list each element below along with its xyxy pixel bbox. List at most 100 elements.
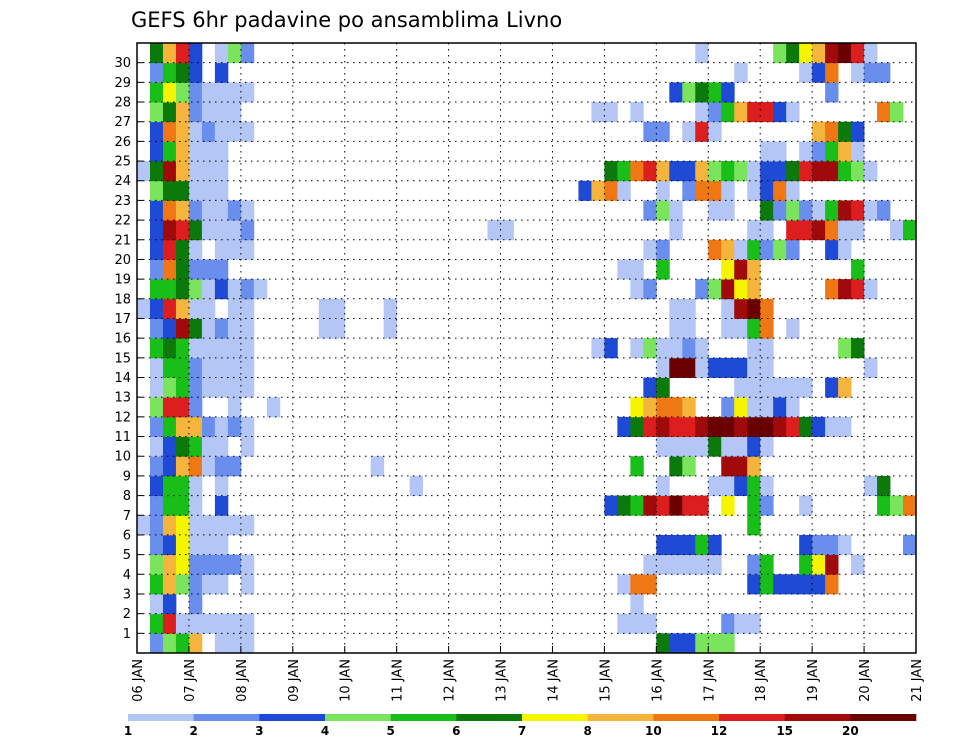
heatmap-cell	[149, 121, 164, 142]
heatmap-cell	[227, 102, 242, 123]
colorbar-swatch	[587, 714, 654, 721]
heatmap-cell	[643, 239, 657, 260]
heatmap-cell	[175, 613, 190, 634]
heatmap-cell	[695, 436, 709, 457]
x-tick-label: 17 JAN	[702, 659, 717, 702]
heatmap-cell	[188, 633, 203, 654]
heatmap-cell	[747, 436, 761, 457]
heatmap-cell	[825, 43, 839, 64]
heatmap-cell	[214, 534, 229, 556]
heatmap-cell	[721, 239, 735, 260]
heatmap-cell	[201, 515, 216, 536]
heatmap-cell	[903, 534, 917, 556]
heatmap-cell	[175, 239, 190, 260]
heatmap-cell	[201, 534, 216, 556]
heatmap-cell	[682, 495, 696, 516]
heatmap-cell	[240, 239, 255, 260]
colorbar-label: 7	[518, 724, 526, 738]
heatmap-cell	[162, 82, 177, 103]
heatmap-cell	[175, 515, 190, 536]
heatmap-cell	[747, 279, 761, 300]
heatmap-cell	[747, 102, 761, 123]
heatmap-cell	[734, 239, 748, 260]
heatmap-cell	[747, 220, 761, 241]
heatmap-cell	[721, 161, 735, 182]
heatmap-cell	[708, 200, 722, 221]
heatmap-cell	[227, 279, 242, 300]
y-tick-label: 27	[114, 115, 131, 130]
heatmap-cell	[760, 239, 774, 260]
heatmap-cell	[799, 161, 813, 182]
heatmap-cell	[851, 62, 865, 83]
heatmap-cell	[201, 298, 216, 319]
heatmap-cell	[760, 180, 774, 201]
heatmap-cell	[149, 515, 164, 536]
heatmap-cell	[747, 475, 761, 496]
heatmap-cell	[669, 220, 683, 241]
heatmap-cell	[175, 298, 190, 319]
y-tick-label: 2	[123, 607, 131, 622]
heatmap-cell	[747, 554, 761, 575]
heatmap-cell	[864, 62, 878, 83]
heatmap-cell	[786, 200, 800, 221]
heatmap-cell	[760, 436, 774, 457]
heatmap-cell	[604, 180, 618, 201]
x-tick-label: 21 JAN	[910, 659, 925, 702]
colorbar-label: 10	[645, 724, 662, 738]
heatmap-cell	[773, 161, 787, 182]
y-tick-label: 21	[114, 233, 131, 248]
heatmap-cell	[188, 534, 203, 556]
heatmap-cell	[799, 554, 813, 575]
heatmap-cell	[214, 416, 229, 437]
heatmap-cell	[214, 613, 229, 634]
heatmap-cell	[682, 357, 696, 378]
heatmap-cell	[188, 475, 203, 496]
x-tick-label: 18 JAN	[754, 659, 769, 702]
heatmap-cell	[201, 259, 216, 280]
heatmap-cell	[682, 633, 696, 654]
y-tick-label: 4	[123, 568, 131, 583]
heatmap-cell	[695, 102, 709, 123]
heatmap-cell	[201, 338, 216, 359]
heatmap-cell	[240, 121, 255, 142]
heatmap-cell	[721, 613, 735, 634]
colorbar-swatch	[653, 714, 720, 721]
heatmap-cell	[877, 200, 891, 221]
heatmap-cell	[643, 338, 657, 359]
heatmap-cell	[175, 475, 190, 496]
heatmap-cell	[149, 141, 164, 162]
heatmap-cell	[721, 475, 735, 496]
heatmap-cell	[734, 102, 748, 123]
heatmap-cell	[617, 574, 631, 595]
heatmap-cell	[890, 495, 904, 516]
heatmap-cell	[188, 574, 203, 595]
heatmap-cell	[734, 436, 748, 457]
heatmap-cell	[175, 416, 190, 437]
heatmap-cell	[227, 121, 242, 142]
heatmap-cell	[175, 318, 190, 339]
colorbar-label: 8	[583, 724, 591, 738]
heatmap-cell	[240, 515, 255, 536]
heatmap-cell	[149, 613, 164, 634]
heatmap-cell	[864, 279, 878, 300]
heatmap-cell	[162, 475, 177, 496]
heatmap-cell	[864, 475, 878, 496]
heatmap-cell	[773, 200, 787, 221]
heatmap-cell	[877, 102, 891, 123]
heatmap-cell	[734, 377, 748, 398]
heatmap-cell	[669, 318, 683, 339]
heatmap-cell	[773, 377, 787, 398]
heatmap-cell	[708, 121, 722, 142]
heatmap-cell	[760, 220, 774, 241]
heatmap-cell	[162, 338, 177, 359]
heatmap-cell	[825, 62, 839, 83]
heatmap-cell	[695, 338, 709, 359]
heatmap-cell	[838, 141, 852, 162]
heatmap-cell	[760, 298, 774, 319]
heatmap-cell	[162, 121, 177, 142]
heatmap-cell	[708, 161, 722, 182]
heatmap-cell	[214, 200, 229, 221]
heatmap-cell	[188, 357, 203, 378]
heatmap-cell	[227, 298, 242, 319]
heatmap-cell	[643, 397, 657, 418]
